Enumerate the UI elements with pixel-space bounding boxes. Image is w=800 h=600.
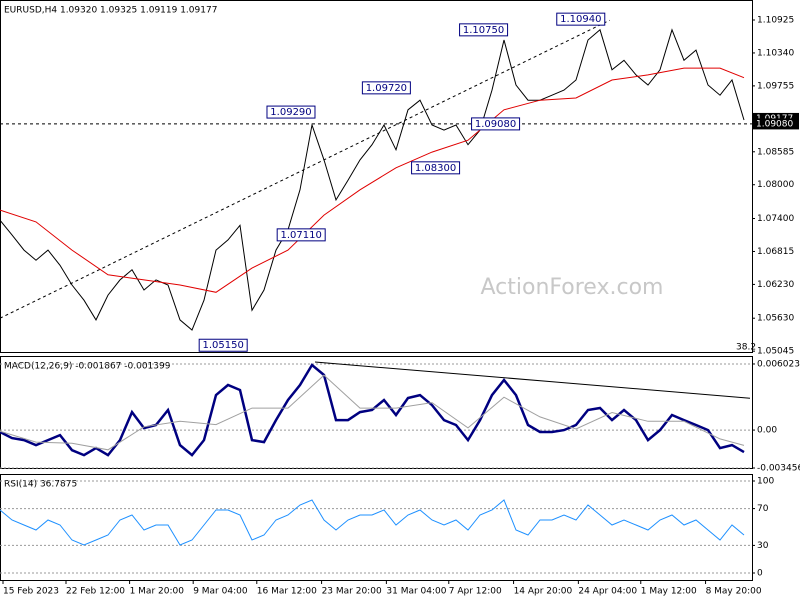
y-tick-label: 1.06230 <box>757 280 794 290</box>
y-tick-label: 100 <box>757 476 774 486</box>
x-tick-label: 24 Apr 04:00 <box>578 587 637 597</box>
y-tick-label: 1.08000 <box>757 180 794 190</box>
y-tick-label: 30 <box>757 541 769 551</box>
price-label: 1.08300 <box>415 163 456 174</box>
panel-title: MACD(12,26,9) -0.001867 -0.001399 <box>4 362 171 372</box>
macd-panel <box>0 356 753 469</box>
y-tick-label: 0.00 <box>757 426 777 436</box>
price-label-box <box>361 81 411 95</box>
price-label: 1.10940 <box>560 14 601 25</box>
fib-label: 38.2 <box>736 343 756 353</box>
rsi-panel <box>0 474 753 581</box>
x-tick-label: 15 Feb 2023 <box>3 587 59 597</box>
x-tick-label: 9 Mar 04:00 <box>193 587 248 597</box>
price-tag-label: 1.09080 <box>756 119 793 129</box>
y-tick-label: 1.05630 <box>757 314 794 324</box>
x-tick-label: 31 Mar 04:00 <box>386 587 446 597</box>
y-tick-label: 70 <box>757 504 769 514</box>
x-tick-label: 7 Apr 12:00 <box>449 587 502 597</box>
y-tick-label: 1.05045 <box>757 347 794 357</box>
trendline <box>0 19 610 319</box>
series-line <box>0 28 745 331</box>
panel-title: EURUSD,H4 1.09320 1.09325 1.09119 1.0917… <box>4 6 217 16</box>
price-label-box <box>459 23 509 37</box>
price-tag <box>753 118 799 130</box>
price-label: 1.05150 <box>203 340 244 351</box>
price-label-box <box>266 105 316 119</box>
price-label: 1.09720 <box>366 83 407 94</box>
trendline <box>314 361 751 399</box>
x-tick-label: 22 Feb 12:00 <box>66 587 125 597</box>
price-panel <box>0 0 753 353</box>
panel-title: RSI(14) 36.7875 <box>4 480 77 490</box>
series-line <box>0 374 745 451</box>
x-tick-label: 14 Apr 20:00 <box>514 587 573 597</box>
price-label: 1.09080 <box>475 119 516 130</box>
price-label: 1.10750 <box>463 25 504 36</box>
y-tick-label: 0 <box>757 569 763 579</box>
y-tick-label: 1.08585 <box>757 147 794 157</box>
price-label: 1.09290 <box>270 107 311 118</box>
price-label-box <box>198 338 248 352</box>
price-label-box <box>556 12 606 26</box>
y-tick-label: 1.07400 <box>757 214 794 224</box>
price-label-box <box>411 161 461 175</box>
series-line <box>0 363 745 457</box>
series-line <box>0 499 745 546</box>
price-label-box <box>471 117 521 131</box>
x-tick-label: 8 May 20:00 <box>706 587 762 597</box>
x-tick-label: 23 Mar 20:00 <box>322 587 382 597</box>
y-tick-label: 0.006023 <box>757 359 800 369</box>
y-tick-label: 1.09755 <box>757 81 794 91</box>
series-line <box>0 67 745 293</box>
price-label: 1.07110 <box>281 230 322 241</box>
watermark: ActionForex.com <box>481 275 664 300</box>
x-tick-label: 16 Mar 12:00 <box>257 587 317 597</box>
y-tick-label: 1.10925 <box>757 15 794 25</box>
price-label-box <box>276 228 326 242</box>
y-tick-label: 1.10340 <box>757 48 794 58</box>
y-tick-label: -0.003456 <box>757 464 800 474</box>
x-tick-label: 1 Mar 20:00 <box>130 587 185 597</box>
x-tick-label: 1 May 12:00 <box>641 587 697 597</box>
y-tick-label: 1.06815 <box>757 247 794 257</box>
